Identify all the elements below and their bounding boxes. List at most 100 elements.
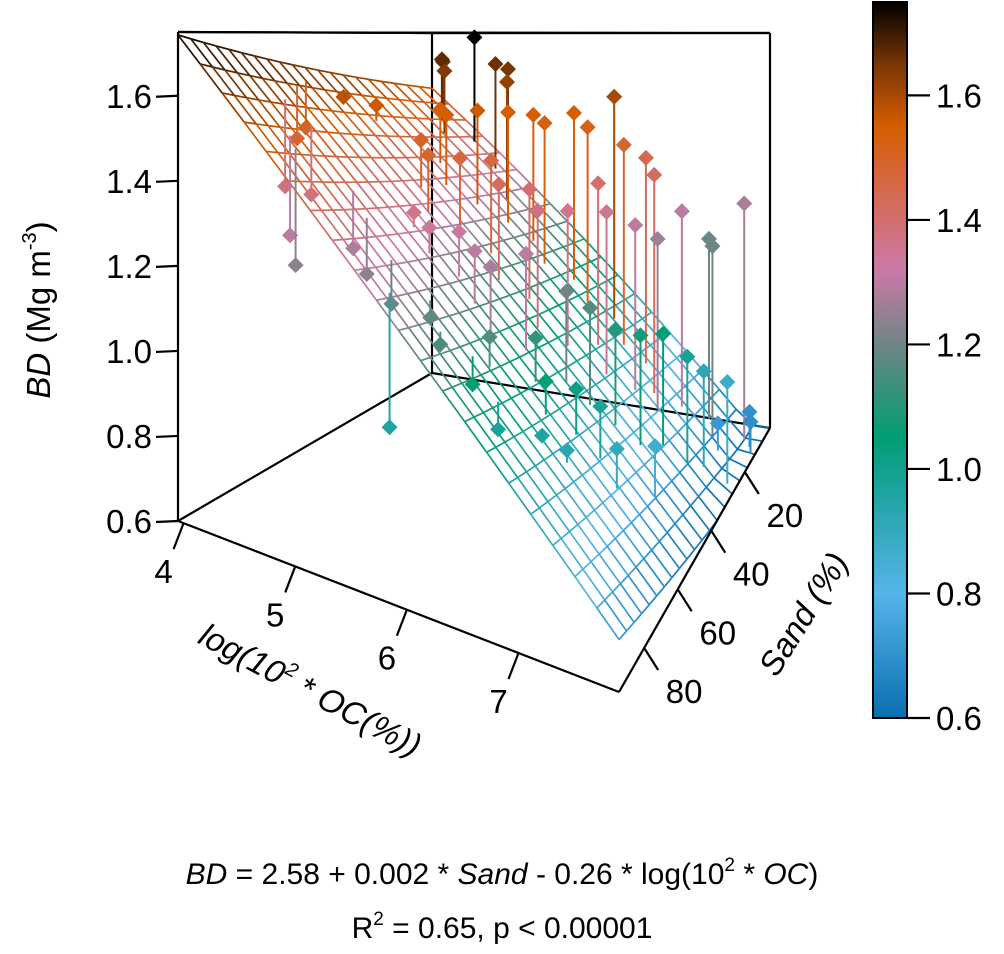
data-point xyxy=(289,130,306,147)
surface-grid-line xyxy=(215,45,239,74)
surface-grid-line xyxy=(333,181,356,210)
surface-grid-line xyxy=(622,530,645,560)
data-point xyxy=(383,295,400,312)
surface-grid-line xyxy=(701,529,711,541)
surface-grid-line xyxy=(354,207,367,211)
surface-grid-line xyxy=(534,459,545,467)
surface-grid-line xyxy=(367,78,388,99)
surface-grid-line xyxy=(438,318,461,348)
surface-grid-line xyxy=(550,274,561,281)
surface-grid-line xyxy=(396,295,420,326)
surface-grid-line xyxy=(407,231,430,259)
surface-grid-line xyxy=(432,202,453,227)
surface-grid-line xyxy=(552,453,575,483)
surface-grid-line xyxy=(249,75,272,103)
surface-grid-line xyxy=(602,502,624,532)
surface-grid-line xyxy=(614,530,624,540)
data-point xyxy=(568,381,585,398)
data-point xyxy=(649,230,666,247)
surface-grid-line xyxy=(417,288,429,293)
surface-grid-line xyxy=(719,427,739,450)
surface-grid-line xyxy=(568,523,579,533)
data-point xyxy=(464,376,481,393)
surface-grid-line xyxy=(577,524,600,555)
surface-grid-line xyxy=(662,480,673,491)
surface-grid-line xyxy=(519,351,530,358)
surface-grid-line xyxy=(595,384,616,409)
surface-grid-line xyxy=(677,423,687,433)
surface-grid-line xyxy=(630,522,653,551)
surface-grid-line xyxy=(631,393,652,418)
surface-grid-line xyxy=(501,402,524,432)
surface-grid-line xyxy=(476,196,497,218)
surface-grid-line xyxy=(593,509,616,540)
surface-grid-line xyxy=(386,234,409,263)
surface-grid-line xyxy=(448,315,471,344)
box-edge-back-floor-left xyxy=(177,372,433,522)
surface-grid-line xyxy=(539,282,560,306)
surface-grid-line xyxy=(508,482,532,515)
surface-grid-line xyxy=(577,516,587,526)
surface-grid-line xyxy=(727,408,737,420)
surface-grid-line xyxy=(459,342,471,348)
surface-grid-line xyxy=(311,87,333,112)
surface-grid-line xyxy=(374,96,387,100)
surface-grid-line xyxy=(444,199,456,203)
surface-grid-line xyxy=(604,591,614,601)
surface-grid-line xyxy=(390,179,403,183)
surface-grid-line xyxy=(646,497,657,507)
surface-grid-line xyxy=(596,414,607,423)
surface-grid-line xyxy=(228,48,251,77)
surface-grid-line xyxy=(266,150,278,154)
surface-grid-line xyxy=(595,377,606,386)
data-point xyxy=(303,186,320,203)
surface-grid-line xyxy=(486,451,510,484)
surface-grid-line xyxy=(540,419,563,449)
surface-grid-line xyxy=(658,337,678,359)
surface-grid-line xyxy=(502,239,523,263)
surface-grid-line xyxy=(390,180,412,206)
surface-grid-line xyxy=(676,357,695,379)
surface-grid-line xyxy=(190,38,214,68)
surface-grid-line xyxy=(398,135,419,159)
surface-grid-line xyxy=(590,460,600,469)
surface-grid-line xyxy=(520,387,531,394)
surface-grid-line xyxy=(543,459,566,490)
colorbar-tick-label: 1.4 xyxy=(936,202,982,239)
surface-grid-line xyxy=(557,337,578,362)
data-point xyxy=(607,321,624,338)
surface-grid-line xyxy=(473,411,484,418)
surface-grid-line xyxy=(650,409,661,419)
surface-grid-line xyxy=(679,463,689,474)
surface-grid-line xyxy=(667,401,687,425)
surface-grid-line xyxy=(492,407,515,438)
surface-grid-line xyxy=(370,157,392,182)
surface-grid-line xyxy=(351,133,364,136)
surface-grid-line xyxy=(529,387,552,416)
surface-grid-line xyxy=(630,513,641,524)
surface-grid-line xyxy=(438,285,460,314)
y-axis-tick xyxy=(643,647,660,671)
z-axis-title: BD (Mg m-3) xyxy=(19,221,57,398)
data-point xyxy=(422,309,439,326)
surface-grid-line xyxy=(427,288,450,317)
surface-grid-line xyxy=(649,344,669,367)
surface-grid-line xyxy=(604,371,615,379)
data-point xyxy=(297,119,314,136)
surface-grid-line xyxy=(622,358,633,367)
surface-grid-line xyxy=(277,151,290,155)
surface-grid-line xyxy=(545,227,564,248)
surface-grid-line xyxy=(489,370,513,399)
surface-grid-line xyxy=(548,309,569,333)
surface-grid-line xyxy=(618,487,641,516)
surface-grid-line xyxy=(448,103,467,121)
surface-grid-line xyxy=(564,488,587,518)
surface-grid-line xyxy=(318,108,341,134)
surface-grid-line xyxy=(438,255,461,282)
surface-grid-line xyxy=(736,437,746,450)
data-point xyxy=(608,440,625,457)
surface-grid-line xyxy=(262,77,275,82)
box-edge-top-left-rim xyxy=(177,30,433,35)
surface-grid-line xyxy=(624,439,646,466)
surface-grid-line xyxy=(587,421,598,430)
